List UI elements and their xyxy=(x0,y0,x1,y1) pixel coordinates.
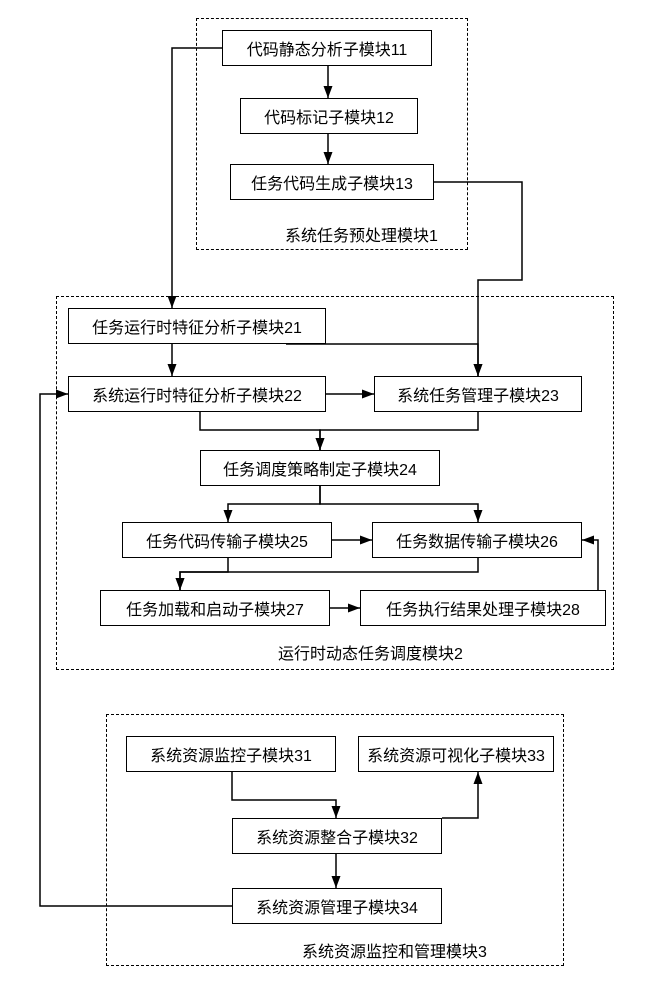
node-n23: 系统任务管理子模块23 xyxy=(374,376,582,412)
node-n25: 任务代码传输子模块25 xyxy=(122,522,332,558)
node-n11: 代码静态分析子模块11 xyxy=(222,30,432,66)
module-label-m2: 运行时动态任务调度模块2 xyxy=(278,640,463,664)
node-label: 代码标记子模块12 xyxy=(264,104,394,128)
node-n26: 任务数据传输子模块26 xyxy=(372,522,582,558)
node-label: 任务代码传输子模块25 xyxy=(146,528,308,552)
module-label-m3: 系统资源监控和管理模块3 xyxy=(302,938,487,962)
diagram-canvas: 系统任务预处理模块1 运行时动态任务调度模块2 系统资源监控和管理模块3 代码静态分析… xyxy=(0,0,657,1000)
node-n21: 任务运行时特征分析子模块21 xyxy=(68,308,326,344)
node-label: 任务代码生成子模块13 xyxy=(251,170,413,194)
node-label: 任务调度策略制定子模块24 xyxy=(223,456,417,480)
node-label: 代码静态分析子模块11 xyxy=(247,36,408,60)
node-label: 系统资源监控子模块31 xyxy=(150,742,312,766)
node-n34: 系统资源管理子模块34 xyxy=(232,888,442,924)
node-n13: 任务代码生成子模块13 xyxy=(230,164,434,200)
node-n28: 任务执行结果处理子模块28 xyxy=(360,590,606,626)
node-n24: 任务调度策略制定子模块24 xyxy=(200,450,440,486)
node-label: 系统运行时特征分析子模块22 xyxy=(92,382,302,406)
node-n32: 系统资源整合子模块32 xyxy=(232,818,442,854)
node-label: 系统资源管理子模块34 xyxy=(256,894,418,918)
node-label: 系统资源整合子模块32 xyxy=(256,824,418,848)
node-n31: 系统资源监控子模块31 xyxy=(126,736,336,772)
node-label: 任务数据传输子模块26 xyxy=(396,528,558,552)
node-label: 系统任务管理子模块23 xyxy=(397,382,559,406)
node-label: 任务加载和启动子模块27 xyxy=(126,596,304,620)
module-label-m1: 系统任务预处理模块1 xyxy=(285,222,438,246)
node-n33: 系统资源可视化子模块33 xyxy=(358,736,554,772)
node-n27: 任务加载和启动子模块27 xyxy=(100,590,330,626)
node-label: 任务运行时特征分析子模块21 xyxy=(92,314,302,338)
node-n22: 系统运行时特征分析子模块22 xyxy=(68,376,326,412)
node-label: 任务执行结果处理子模块28 xyxy=(386,596,580,620)
node-n12: 代码标记子模块12 xyxy=(240,98,418,134)
node-label: 系统资源可视化子模块33 xyxy=(367,742,545,766)
